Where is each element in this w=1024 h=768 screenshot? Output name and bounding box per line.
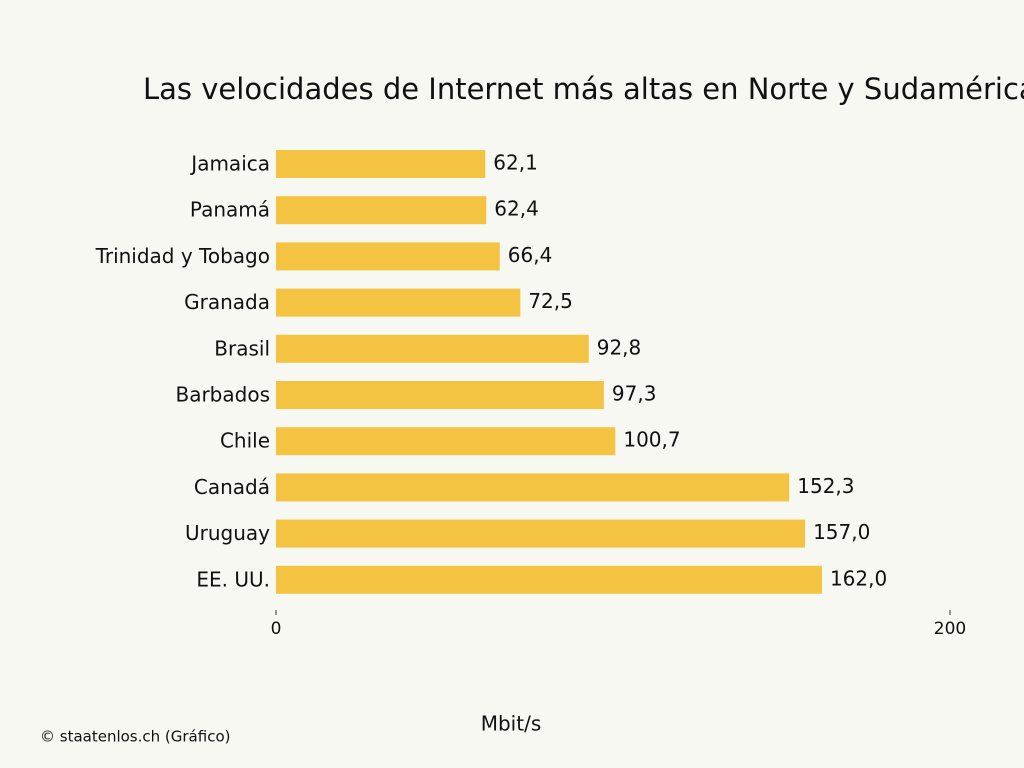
value-label: 157,0 — [813, 520, 870, 544]
value-label: 97,3 — [612, 382, 657, 406]
value-label: 62,4 — [494, 197, 539, 221]
chart-title: Las velocidades de Internet más altas en… — [143, 72, 1024, 106]
bar — [276, 242, 500, 271]
value-label: 100,7 — [623, 428, 680, 452]
bar — [276, 519, 806, 548]
value-label: 92,8 — [597, 335, 642, 359]
y-tick-label: Trinidad y Tobago — [95, 244, 270, 268]
bar — [276, 427, 616, 456]
source-note: © staatenlos.ch (Gráfico) — [40, 728, 230, 746]
bar — [276, 196, 487, 225]
bar — [276, 381, 604, 409]
value-label: 66,4 — [508, 243, 553, 267]
bar — [276, 150, 486, 178]
value-label: 162,0 — [830, 566, 887, 590]
value-label: 72,5 — [528, 289, 573, 313]
x-tick-label: 200 — [934, 619, 966, 639]
y-tick-label: Barbados — [175, 383, 270, 407]
x-tick-label: 0 — [271, 619, 282, 639]
y-tick-label: Canadá — [194, 475, 270, 499]
y-tick-label: Chile — [220, 429, 270, 453]
y-tick-label: Jamaica — [189, 152, 270, 176]
bar — [276, 288, 521, 317]
value-label: 62,1 — [493, 151, 538, 175]
bar — [276, 334, 589, 363]
y-tick-label: Uruguay — [185, 521, 270, 545]
y-tick-label: Granada — [184, 290, 270, 314]
x-axis-label: Mbit/s — [481, 712, 542, 736]
bar — [276, 565, 822, 594]
y-tick-label: EE. UU. — [196, 567, 270, 591]
y-tick-label: Brasil — [214, 336, 270, 360]
bar — [276, 473, 790, 502]
y-tick-label: Panamá — [190, 198, 270, 222]
value-label: 152,3 — [797, 474, 854, 498]
